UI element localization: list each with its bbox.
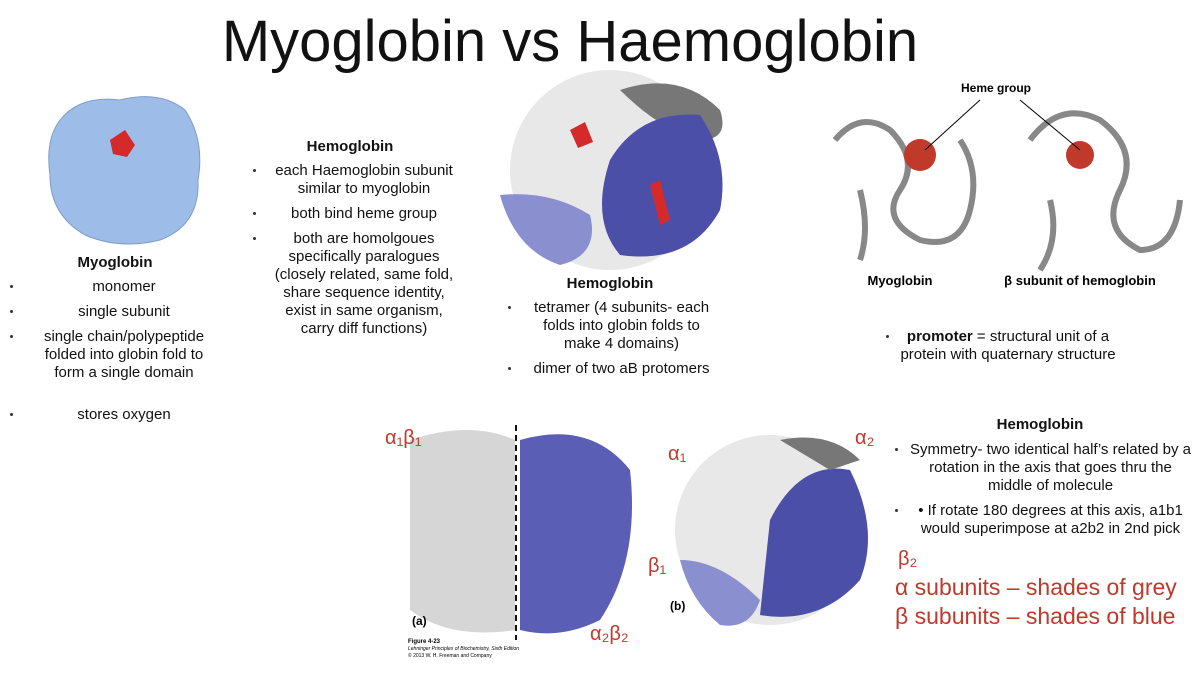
- ribbon-right-label: β subunit of hemoglobin: [1004, 273, 1156, 288]
- a1b1: α₁β₁: [385, 427, 422, 449]
- bullet-list: monomer single subunit single chain/poly…: [8, 278, 218, 431]
- fig-book: Lehninger Principles of Biochemistry, Si…: [408, 646, 519, 652]
- bullet-text: each Haemoglobin subunit similar to myog…: [275, 162, 453, 197]
- hb-beta2: [602, 114, 723, 257]
- ribbon-left-label: Myoglobin: [868, 273, 933, 288]
- fig-copyright: © 2013 W. H. Freeman and Company: [408, 652, 492, 659]
- bullet-list: each Haemoglobin subunit similar to myog…: [250, 162, 460, 345]
- bullet-text: • If rotate 180 degrees at this axis, a1…: [918, 502, 1183, 537]
- fig-b-alpha2: [780, 437, 860, 470]
- bullet-text: single subunit: [78, 303, 170, 320]
- fig-a-left: [410, 430, 515, 633]
- bullet-dot: [886, 335, 889, 338]
- bullet-text: both are homolgoues specifically paralog…: [274, 230, 454, 337]
- bullet-dot: [895, 509, 898, 512]
- bullet-text: monomer: [92, 278, 156, 295]
- definition: = structural unit of a protein with quat…: [900, 328, 1116, 363]
- label-a: (a): [412, 614, 427, 628]
- bullet: • If rotate 180 degrees at this axis, a1…: [890, 502, 1195, 538]
- heme: [570, 122, 670, 225]
- bullet: monomer: [8, 278, 218, 296]
- term: promoter: [906, 328, 973, 345]
- fig-a-right: [520, 434, 632, 634]
- bullet-dot: [253, 237, 256, 240]
- fig-b-beta2: [760, 468, 868, 617]
- bullet-dot: [253, 169, 256, 172]
- bullet-dot: [10, 285, 13, 288]
- bullet: dimer of two aB protomers: [505, 360, 720, 378]
- heme: [110, 130, 135, 157]
- bullet-dot: [253, 212, 256, 215]
- heading: Hemoglobin: [566, 275, 654, 292]
- a2: α₂: [855, 427, 874, 449]
- bullet: single subunit: [8, 303, 218, 321]
- bullet: both are homolgoues specifically paralog…: [250, 230, 460, 338]
- bullet-dot: [895, 448, 898, 451]
- bullet-text: single chain/polypeptide folded into glo…: [43, 328, 205, 381]
- bullet: single chain/polypeptide folded into glo…: [8, 328, 218, 382]
- bullet-dot: [508, 306, 511, 309]
- bullet: both bind heme group: [250, 205, 460, 223]
- a1: α₁: [668, 443, 687, 465]
- heme: [1066, 141, 1094, 169]
- promoter-note: promoter = structural unit of a protein …: [880, 328, 1118, 364]
- bullet: each Haemoglobin subunit similar to myog…: [250, 162, 460, 198]
- bullet-text: stores oxygen: [77, 406, 171, 423]
- hb-beta1: [500, 194, 592, 265]
- heme-label: Heme group: [961, 81, 1031, 95]
- ribbon-structures: [832, 110, 1183, 272]
- bullet: stores oxygen: [8, 406, 218, 424]
- b1: β₁: [648, 555, 667, 577]
- bullet-dot: [10, 413, 13, 416]
- b2: β₂: [898, 548, 917, 570]
- label-b: (b): [670, 599, 685, 613]
- fig-b-beta1: [680, 560, 760, 626]
- pointer: [1019, 99, 1081, 151]
- bullet-text: dimer of two aB protomers: [533, 360, 710, 377]
- bullet-text: Symmetry- two identical half’s related b…: [910, 441, 1191, 494]
- bullet-dot: [10, 310, 13, 313]
- subunit-labels: α₁β₁ α₂β₂ α₁ α₂ β₁ β₂: [385, 427, 917, 645]
- bullet-dot: [508, 367, 511, 370]
- pointer: [924, 99, 981, 151]
- legend-beta: β subunits – shades of blue: [895, 603, 1175, 629]
- legend-alpha: α subunits – shades of grey: [895, 574, 1177, 600]
- a2b2: α₂β₂: [590, 623, 629, 645]
- fig-caption: Figure 4-23: [408, 639, 441, 645]
- heading: Hemoglobin: [996, 416, 1084, 433]
- myoglobin-surface: [48, 96, 201, 245]
- heading: Hemoglobin: [306, 138, 394, 155]
- bullet: tetramer (4 subunits- each folds into gl…: [505, 299, 720, 353]
- bullet-text: both bind heme group: [291, 205, 437, 222]
- bullet-list: tetramer (4 subunits- each folds into gl…: [505, 299, 720, 385]
- bullet-text: tetramer (4 subunits- each folds into gl…: [533, 299, 710, 352]
- bullet: Symmetry- two identical half’s related b…: [890, 441, 1195, 495]
- bullet-dot: [10, 335, 13, 338]
- heading: Myoglobin: [77, 254, 153, 271]
- title: Myoglobin vs Haemoglobin: [221, 9, 919, 74]
- bullet-list: Symmetry- two identical half’s related b…: [890, 441, 1195, 545]
